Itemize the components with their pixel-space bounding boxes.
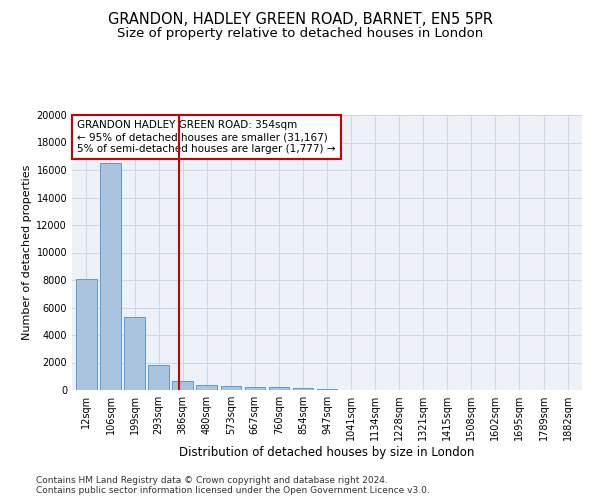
- Text: GRANDON HADLEY GREEN ROAD: 354sqm
← 95% of detached houses are smaller (31,167)
: GRANDON HADLEY GREEN ROAD: 354sqm ← 95% …: [77, 120, 335, 154]
- Bar: [124, 317, 145, 390]
- Bar: [221, 386, 241, 390]
- Text: Size of property relative to detached houses in London: Size of property relative to detached ho…: [117, 28, 483, 40]
- Y-axis label: Number of detached properties: Number of detached properties: [22, 165, 32, 340]
- Bar: [245, 387, 265, 390]
- Bar: [100, 163, 121, 390]
- Bar: [148, 364, 169, 390]
- Bar: [172, 380, 193, 390]
- Bar: [76, 278, 97, 390]
- Bar: [293, 388, 313, 390]
- Text: Contains HM Land Registry data © Crown copyright and database right 2024.
Contai: Contains HM Land Registry data © Crown c…: [36, 476, 430, 495]
- X-axis label: Distribution of detached houses by size in London: Distribution of detached houses by size …: [179, 446, 475, 459]
- Bar: [269, 387, 289, 390]
- Bar: [196, 385, 217, 390]
- Text: GRANDON, HADLEY GREEN ROAD, BARNET, EN5 5PR: GRANDON, HADLEY GREEN ROAD, BARNET, EN5 …: [107, 12, 493, 28]
- Bar: [317, 389, 337, 390]
